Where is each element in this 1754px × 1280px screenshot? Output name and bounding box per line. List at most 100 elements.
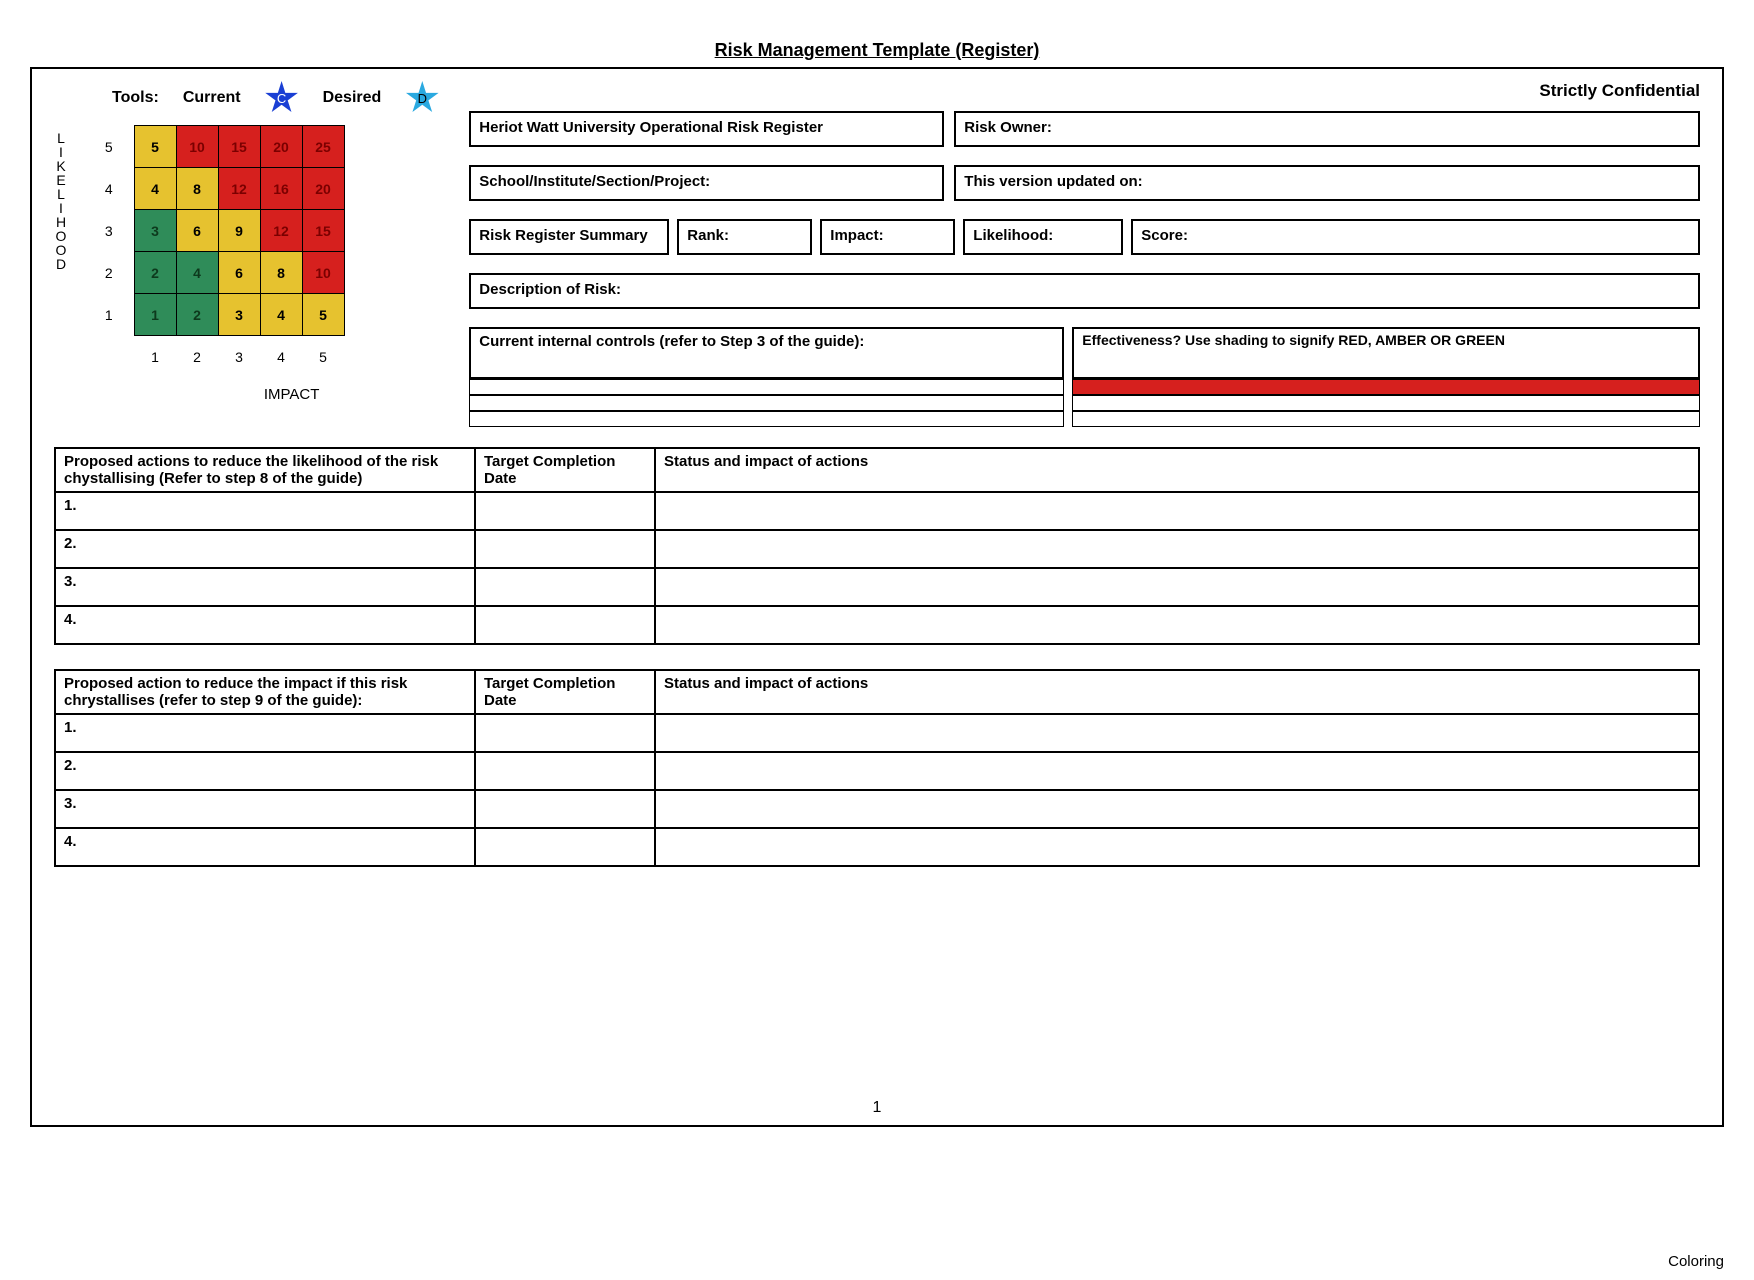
action-row-status (655, 606, 1699, 644)
updated-on-cell: This version updated on: (954, 165, 1700, 201)
matrix-col-label: 2 (176, 336, 218, 378)
footer-right: Coloring (1668, 1253, 1724, 1270)
matrix-cell: 25 (302, 126, 344, 168)
controls-body-2a (469, 395, 1064, 411)
effectiveness-bar-1 (1072, 379, 1700, 395)
tools-label: Tools: (112, 89, 159, 107)
actions-header-status: Status and impact of actions (655, 670, 1699, 714)
matrix-row-label: 1 (84, 294, 134, 336)
matrix-cell: 1 (134, 294, 176, 336)
matrix-col-label: 4 (260, 336, 302, 378)
action-row-date (475, 752, 655, 790)
effectiveness-bar-3 (1072, 411, 1700, 427)
action-row-status (655, 492, 1699, 530)
matrix-cell: 2 (134, 252, 176, 294)
description-cell: Description of Risk: (469, 273, 1700, 309)
action-row-status (655, 530, 1699, 568)
form-block: Strictly Confidential Heriot Watt Univer… (469, 81, 1700, 427)
risk-owner-cell: Risk Owner: (954, 111, 1700, 147)
matrix-cell: 3 (134, 210, 176, 252)
matrix-col-label: 3 (218, 336, 260, 378)
matrix-col-label: 5 (302, 336, 344, 378)
matrix-cell: 15 (218, 126, 260, 168)
matrix-cell: 5 (302, 294, 344, 336)
matrix-row-label: 3 (84, 210, 134, 252)
action-row-status (655, 828, 1699, 866)
school-section-cell: School/Institute/Section/Project: (469, 165, 944, 201)
matrix-cell: 10 (176, 126, 218, 168)
action-row-num: 1. (55, 714, 475, 752)
actions-header-status: Status and impact of actions (655, 448, 1699, 492)
action-row-num: 3. (55, 568, 475, 606)
matrix-cell: 16 (260, 168, 302, 210)
likelihood-axis-label: LIKELIHOOD (54, 131, 68, 271)
matrix-cell: 6 (218, 252, 260, 294)
rank-cell: Rank: (677, 219, 812, 255)
matrix-row-label: 4 (84, 168, 134, 210)
action-row-date (475, 828, 655, 866)
page-number: 1 (873, 1099, 882, 1117)
current-star-icon: C (265, 81, 299, 115)
matrix-cell: 8 (260, 252, 302, 294)
action-row-date (475, 568, 655, 606)
matrix-cell: 5 (134, 126, 176, 168)
matrix-col-label: 1 (134, 336, 176, 378)
page-title: Risk Management Template (Register) (30, 40, 1724, 61)
controls-header: Current internal controls (refer to Step… (469, 327, 1064, 379)
likelihood-cell: Likelihood: (963, 219, 1123, 255)
matrix-cell: 20 (260, 126, 302, 168)
action-row-date (475, 714, 655, 752)
actions-table-likelihood: Proposed actions to reduce the likelihoo… (54, 447, 1700, 645)
matrix-cell: 2 (176, 294, 218, 336)
matrix-cell: 4 (134, 168, 176, 210)
action-row-status (655, 714, 1699, 752)
summary-cell: Risk Register Summary (469, 219, 669, 255)
action-row-date (475, 790, 655, 828)
action-row-num: 2. (55, 752, 475, 790)
action-row-num: 2. (55, 530, 475, 568)
matrix-cell: 10 (302, 252, 344, 294)
actions-header-date: Target Completion Date (475, 448, 655, 492)
desired-star-icon: D (405, 81, 439, 115)
score-cell: Score: (1131, 219, 1700, 255)
actions-header-proposed: Proposed actions to reduce the likelihoo… (55, 448, 475, 492)
matrix-cell: 12 (218, 168, 260, 210)
action-row-num: 4. (55, 828, 475, 866)
action-row-date (475, 606, 655, 644)
action-row-num: 1. (55, 492, 475, 530)
controls-body-3a (469, 411, 1064, 427)
matrix-cell: 20 (302, 168, 344, 210)
action-row-date (475, 492, 655, 530)
matrix-cell: 4 (176, 252, 218, 294)
matrix-cell: 8 (176, 168, 218, 210)
document-frame: Tools: Current C Desired D LIKELIHOOD 55… (30, 67, 1724, 1127)
current-label: Current (183, 89, 241, 107)
matrix-cell: 6 (176, 210, 218, 252)
impact-axis-label: IMPACT (144, 386, 439, 403)
action-row-date (475, 530, 655, 568)
actions-table-impact: Proposed action to reduce the impact if … (54, 669, 1700, 867)
actions-header-proposed: Proposed action to reduce the impact if … (55, 670, 475, 714)
action-row-num: 4. (55, 606, 475, 644)
matrix-cell: 4 (260, 294, 302, 336)
action-row-status (655, 568, 1699, 606)
action-row-num: 3. (55, 790, 475, 828)
confidential-label: Strictly Confidential (469, 81, 1700, 101)
matrix-cell: 9 (218, 210, 260, 252)
matrix-cell: 12 (260, 210, 302, 252)
actions-header-date: Target Completion Date (475, 670, 655, 714)
desired-label: Desired (323, 89, 382, 107)
risk-matrix: 5510152025448121620336912152246810112345… (84, 125, 345, 378)
impact-cell: Impact: (820, 219, 955, 255)
effectiveness-header: Effectiveness? Use shading to signify RE… (1072, 327, 1700, 379)
effectiveness-bar-2 (1072, 395, 1700, 411)
matrix-row-label: 2 (84, 252, 134, 294)
matrix-cell: 15 (302, 210, 344, 252)
register-title-cell: Heriot Watt University Operational Risk … (469, 111, 944, 147)
matrix-cell: 3 (218, 294, 260, 336)
action-row-status (655, 790, 1699, 828)
action-row-status (655, 752, 1699, 790)
matrix-row-label: 5 (84, 126, 134, 168)
risk-matrix-block: Tools: Current C Desired D LIKELIHOOD 55… (54, 81, 439, 427)
controls-body-1a (469, 379, 1064, 395)
